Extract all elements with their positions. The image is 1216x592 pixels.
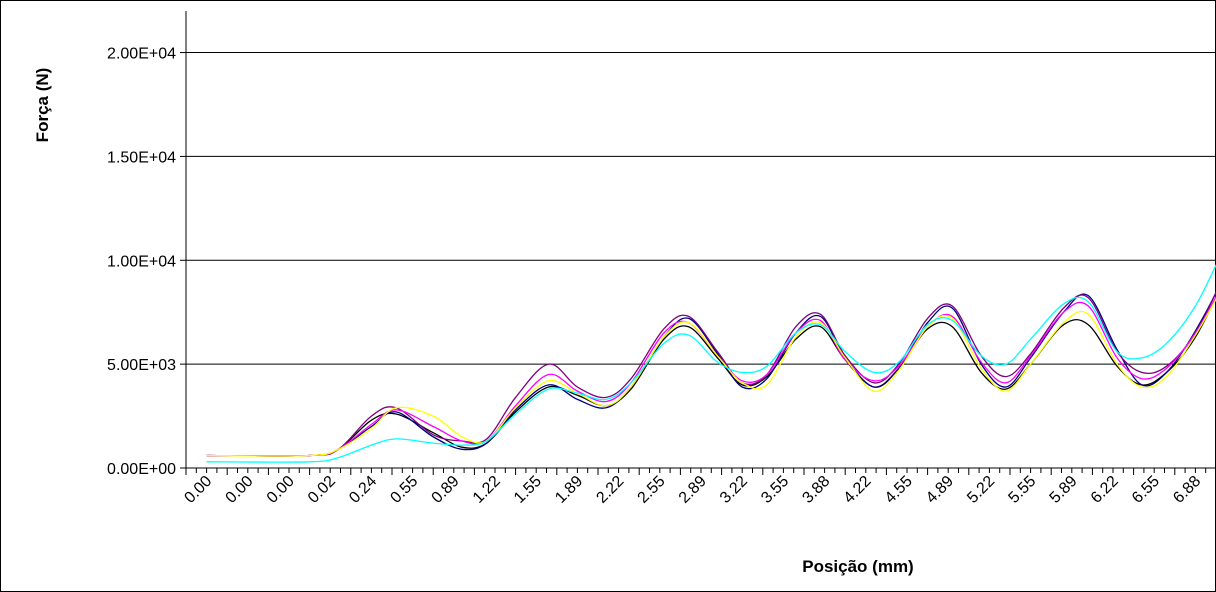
x-axis-title: Posição (mm) <box>802 557 913 576</box>
series-line-3 <box>206 291 1216 457</box>
axes <box>185 11 1216 475</box>
y-axis-title: Força (N) <box>33 68 52 143</box>
series-lines <box>206 263 1216 463</box>
y-tick-label: 0.00E+00 <box>107 461 176 478</box>
series-line-4 <box>206 295 1216 457</box>
series-line-2 <box>206 291 1216 457</box>
gridlines <box>180 52 1216 469</box>
y-tick-label: 2.00E+04 <box>107 46 176 63</box>
y-tick-label: 1.00E+04 <box>107 253 176 270</box>
y-tick-label: 1.50E+04 <box>107 149 176 166</box>
series-line-5 <box>206 298 1216 457</box>
y-tick-label: 5.00E+03 <box>107 357 176 374</box>
series-line-6 <box>206 263 1216 463</box>
y-tick-labels: 0.00E+00 5.00E+03 1.00E+04 1.50E+04 2.00E+04 <box>107 46 176 478</box>
